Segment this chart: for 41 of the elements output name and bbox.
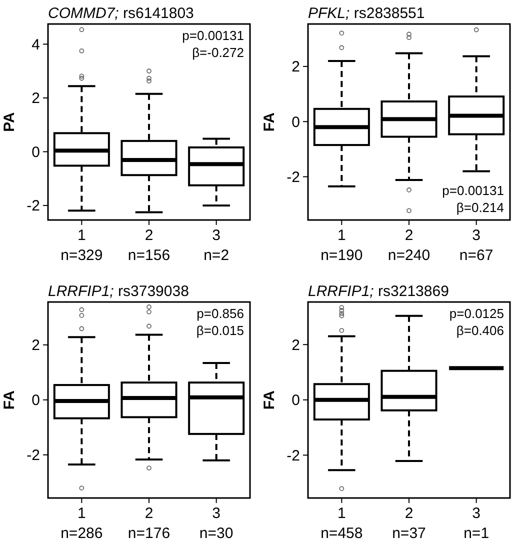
y-tick-label: 2: [292, 58, 300, 76]
x-tick-label: 1 n=458: [320, 505, 363, 542]
y-tick-label: 2: [32, 337, 40, 354]
annotation: β=0.015: [196, 323, 244, 338]
x-tick-label: 2 n=176: [128, 505, 170, 542]
chart-title: PFKL; rs2838551: [308, 5, 425, 22]
y-tick-label: -2: [286, 168, 300, 186]
x-tick-label: 3 n=1: [464, 505, 490, 542]
chart-title: COMMD7; rs6141803: [48, 5, 194, 22]
y-axis-title: FA: [261, 390, 278, 410]
x-tick-label: 1 n=286: [60, 505, 103, 542]
x-tick-label: 3 n=67: [459, 227, 494, 264]
y-tick-label: 0: [32, 144, 40, 161]
y-tick-label: -2: [286, 447, 300, 464]
x-tick-label: 2 n=37: [392, 505, 426, 542]
y-tick-label: -2: [26, 447, 40, 464]
y-tick-label: -2: [26, 198, 40, 215]
y-axis-title: PA: [1, 112, 18, 132]
annotation: β=0.214: [456, 200, 504, 215]
y-tick-label: 0: [292, 392, 300, 410]
annotation: p=0.00131: [442, 183, 504, 198]
y-axis-title: FA: [261, 112, 278, 132]
x-tick-label: 1 n=329: [60, 227, 103, 264]
x-tick-label: 1 n=190: [320, 227, 363, 264]
chart-title: LRRFIP1; rs3739038: [48, 283, 189, 300]
annotation: p=0.0125: [449, 306, 504, 321]
y-tick-label: 0: [292, 114, 300, 131]
y-axis-title: FA: [1, 390, 18, 410]
y-tick-label: 2: [32, 90, 40, 108]
x-tick-label: 3 n=30: [199, 505, 234, 542]
annotation: β=-0.272: [192, 45, 244, 60]
annotation: p=0.856: [196, 306, 244, 321]
x-tick-label: 3 n=2: [204, 227, 230, 264]
chart-title: LRRFIP1; rs3213869: [308, 283, 449, 300]
x-tick-label: 2 n=240: [388, 227, 430, 264]
y-tick-label: 0: [32, 392, 40, 410]
annotation: β=0.406: [456, 323, 504, 338]
y-tick-label: 4: [32, 36, 40, 54]
x-tick-label: 2 n=156: [128, 227, 170, 264]
annotation: p=0.00131: [182, 28, 244, 43]
y-tick-label: 2: [292, 336, 300, 354]
